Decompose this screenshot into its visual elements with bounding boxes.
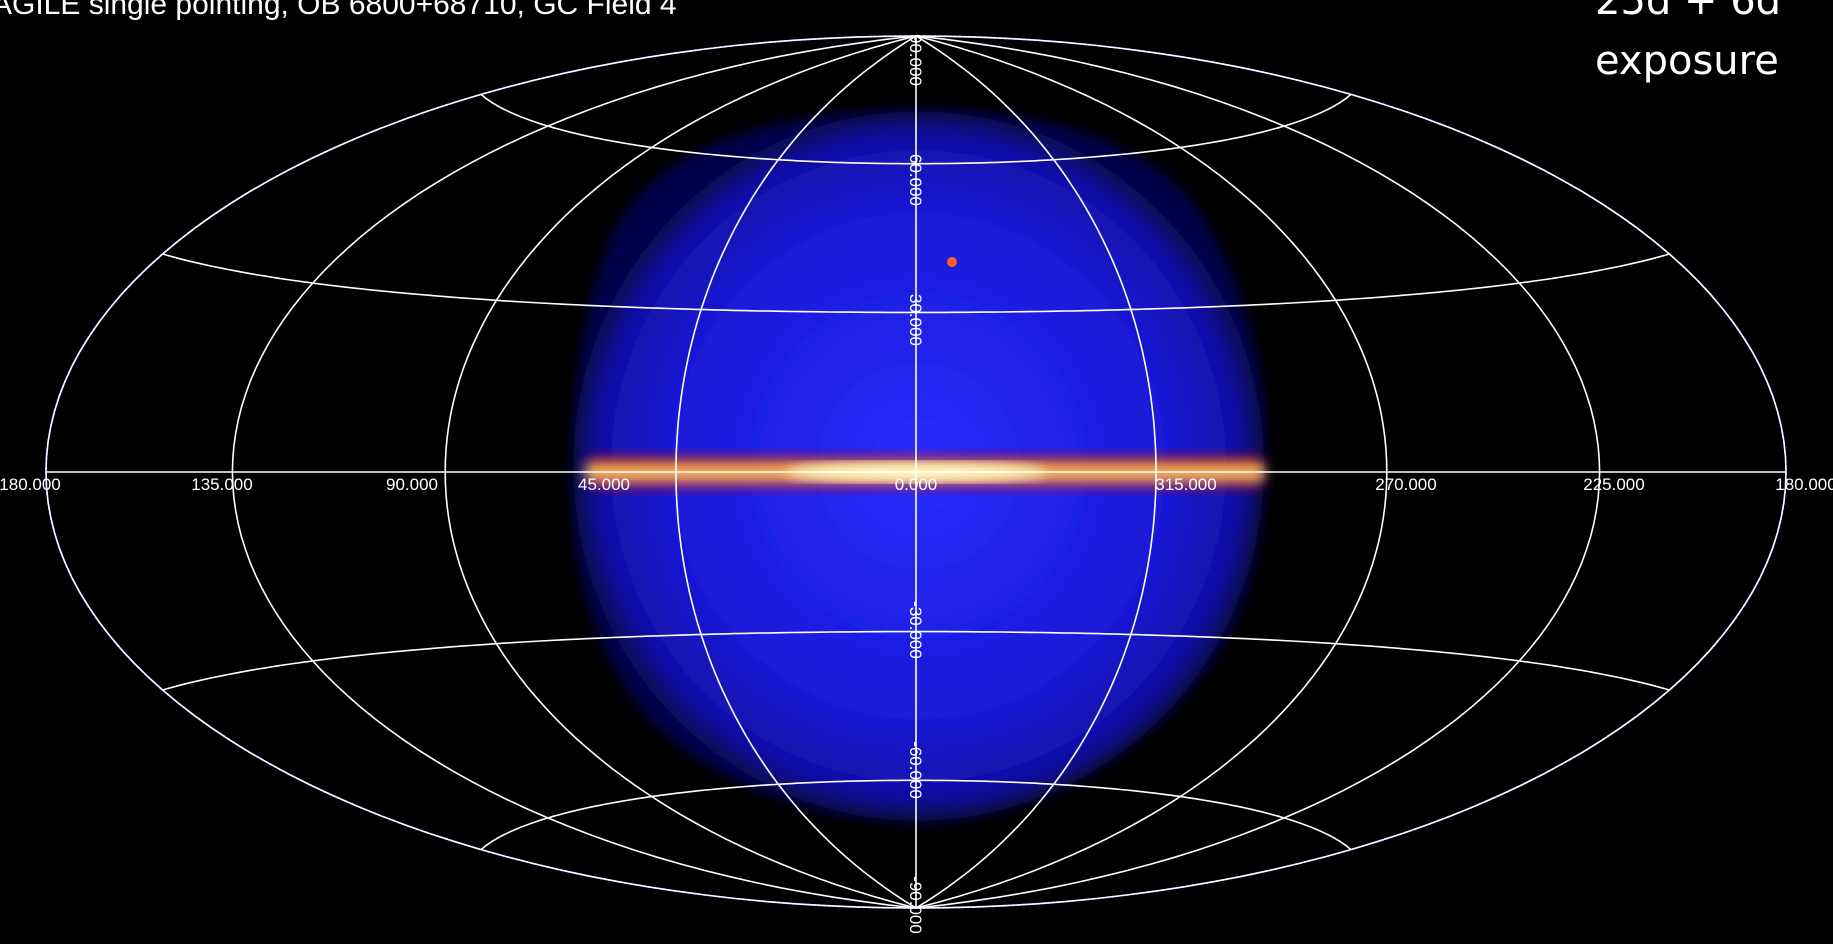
page: { "header": {"title": "AGILE single poin… [0, 0, 1833, 944]
latitude-label: -90.000 [906, 876, 925, 934]
latitude-label: 60.000 [906, 154, 925, 206]
latitude-label: -30.000 [906, 601, 925, 659]
annotation-line: 25d + 6d [1595, 0, 1781, 24]
longitude-label: 90.000 [386, 475, 438, 494]
source-spot [947, 257, 957, 267]
longitude-label: 180.000 [0, 475, 61, 494]
annotation-line: exposure [1595, 38, 1779, 84]
longitude-label: 270.000 [1375, 475, 1436, 494]
longitude-label: 0.000 [895, 475, 938, 494]
longitude-label: 45.000 [578, 475, 630, 494]
longitude-label: 135.000 [191, 475, 252, 494]
longitude-label: 180.000 [1775, 475, 1833, 494]
latitude-label: -60.000 [906, 741, 925, 799]
title: AGILE single pointing, OB 6800+68710, GC… [0, 0, 677, 21]
sky-map: AGILE single pointing, OB 6800+68710, GC… [0, 0, 1833, 944]
longitude-label: 225.000 [1583, 475, 1644, 494]
longitude-label: 315.000 [1155, 475, 1216, 494]
latitude-label: 90.000 [906, 34, 925, 86]
latitude-label: 30.000 [906, 294, 925, 346]
